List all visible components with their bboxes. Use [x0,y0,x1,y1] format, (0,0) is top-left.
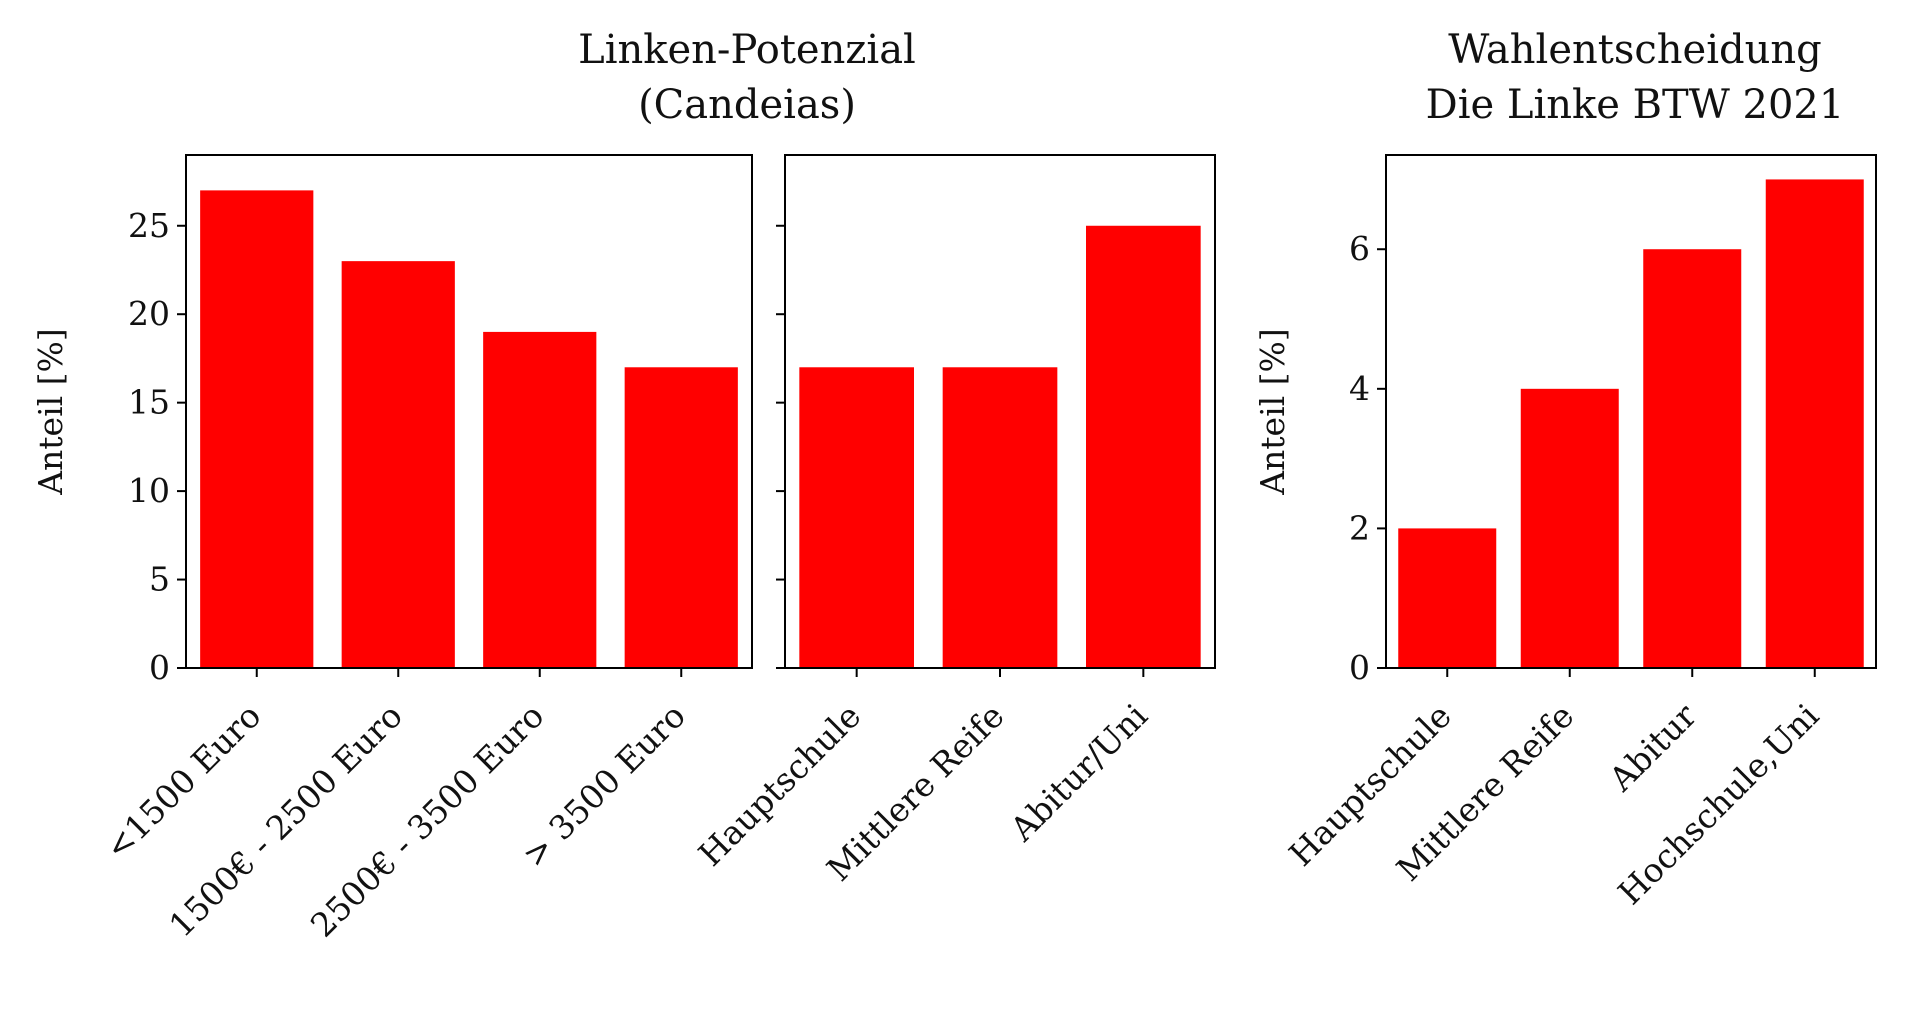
income-y-tick-label: 15 [128,383,170,422]
right-title-line2: Die Linke BTW 2021 [1426,82,1845,128]
education-x-tick-label: Abitur/Uni [1002,696,1155,849]
vote-x-tick-label: Abitur [1601,696,1704,799]
income-plot-frame [185,154,753,669]
bar-vote-hauptschule [1398,528,1497,668]
bar-income-1500-euro [200,190,314,668]
vote-y-tick-label: 2 [1349,508,1370,547]
bar-income-2500-3500-euro [483,331,597,668]
vote-y-axis-label: Anteil [%] [1253,328,1292,496]
income-y-axis-label: Anteil [%] [31,328,70,496]
bar-vote-mittlere-reife [1520,388,1619,668]
vote-y-tick-label: 4 [1349,369,1370,408]
vote-y-tick-label: 0 [1349,648,1370,687]
bar-income-1500-2500-euro [341,261,455,668]
right-title-line1: Wahlentscheidung [1448,27,1821,73]
income-x-tick-label: 1500€ - 2500 Euro [161,696,410,945]
bar-income-3500-euro [624,367,738,668]
group-title-line1: Linken-Potenzial [578,27,916,73]
bar-vote-hochschule-uni [1765,179,1864,668]
income-y-tick-label: 25 [128,206,170,245]
vote-plot-frame [1385,154,1877,669]
income-y-tick-label: 10 [128,471,170,510]
group-title-line2: (Candeias) [638,82,856,128]
bar-education-abitur-uni [1086,225,1201,668]
income-x-tick-label: 2500€ - 3500 Euro [303,696,552,945]
bar-vote-abitur [1643,249,1742,668]
bar-education-hauptschule [799,367,914,668]
income-y-tick-label: 5 [149,560,170,599]
income-y-tick-label: 0 [149,648,170,687]
bar-education-mittlere-reife [942,367,1058,668]
income-y-tick-label: 20 [128,294,170,333]
vote-y-tick-label: 6 [1349,229,1370,268]
